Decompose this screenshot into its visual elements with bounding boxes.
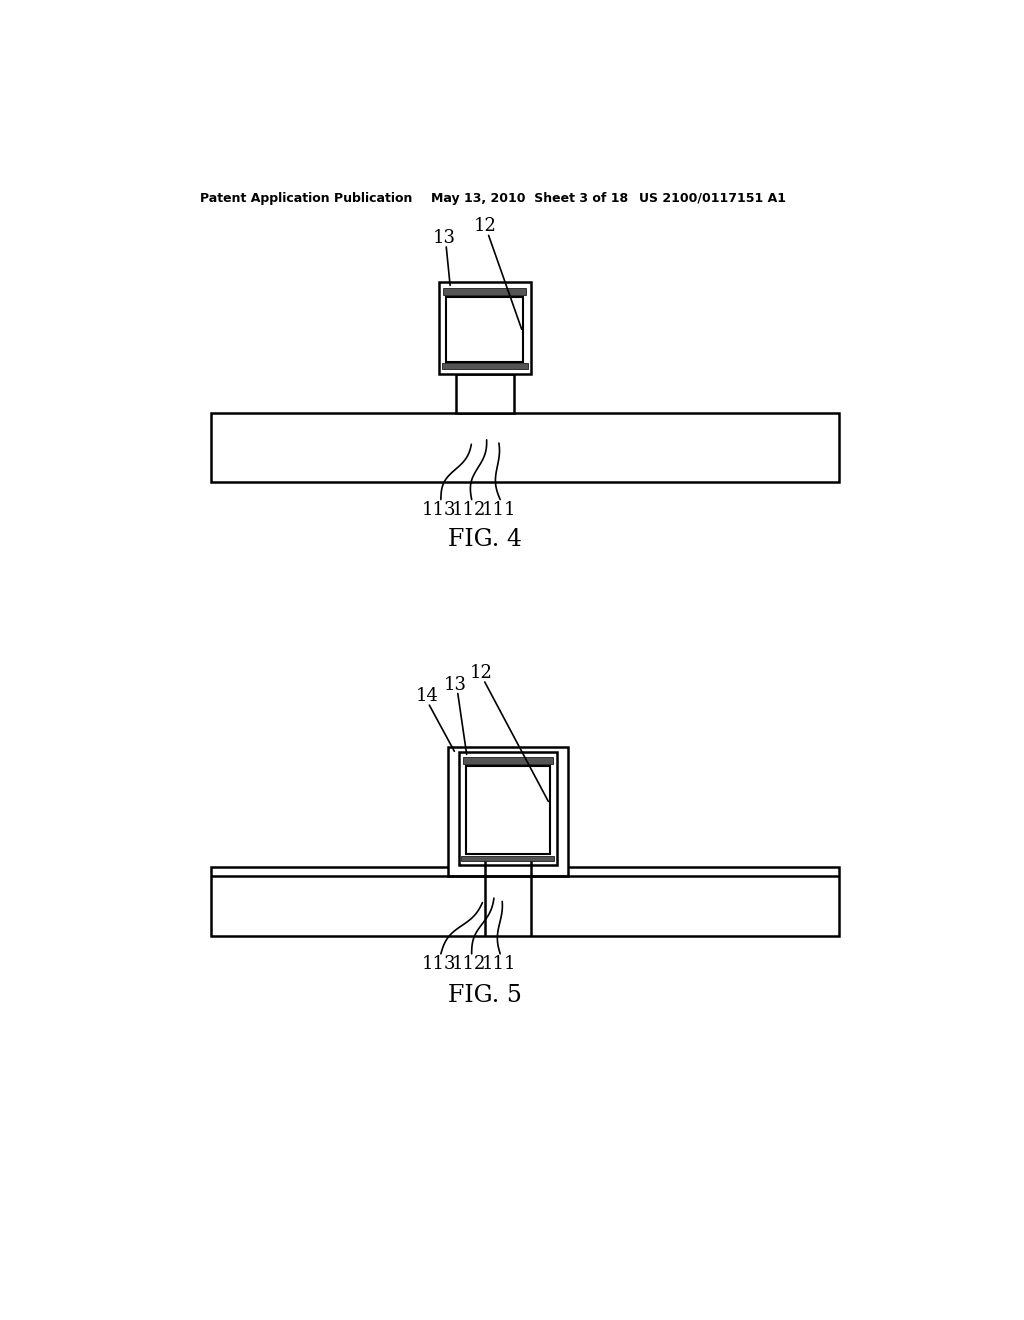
Text: May 13, 2010  Sheet 3 of 18: May 13, 2010 Sheet 3 of 18 [431, 191, 628, 205]
Text: 12: 12 [473, 218, 497, 235]
Text: Patent Application Publication: Patent Application Publication [200, 191, 413, 205]
Bar [459, 752, 557, 866]
Text: FIG. 4: FIG. 4 [447, 528, 522, 550]
Bar [463, 758, 553, 764]
Text: 13: 13 [433, 228, 457, 247]
Bar [443, 288, 526, 296]
Text: 113: 113 [421, 502, 456, 519]
Text: 13: 13 [444, 676, 467, 693]
Bar [211, 413, 839, 482]
Text: 14: 14 [416, 688, 438, 705]
Text: 111: 111 [481, 956, 516, 973]
Bar [211, 867, 839, 936]
Bar [438, 281, 531, 374]
Bar [441, 363, 528, 370]
Text: 112: 112 [453, 502, 486, 519]
Bar [449, 747, 567, 876]
Bar [461, 857, 554, 862]
Bar [456, 374, 514, 412]
Text: US 2100/0117151 A1: US 2100/0117151 A1 [639, 191, 785, 205]
Text: FIG. 5: FIG. 5 [447, 983, 521, 1007]
Text: 111: 111 [481, 502, 516, 519]
Bar [446, 297, 523, 362]
Text: 12: 12 [469, 664, 493, 682]
Text: 113: 113 [421, 956, 456, 973]
Bar [466, 766, 550, 854]
Text: 112: 112 [453, 956, 486, 973]
